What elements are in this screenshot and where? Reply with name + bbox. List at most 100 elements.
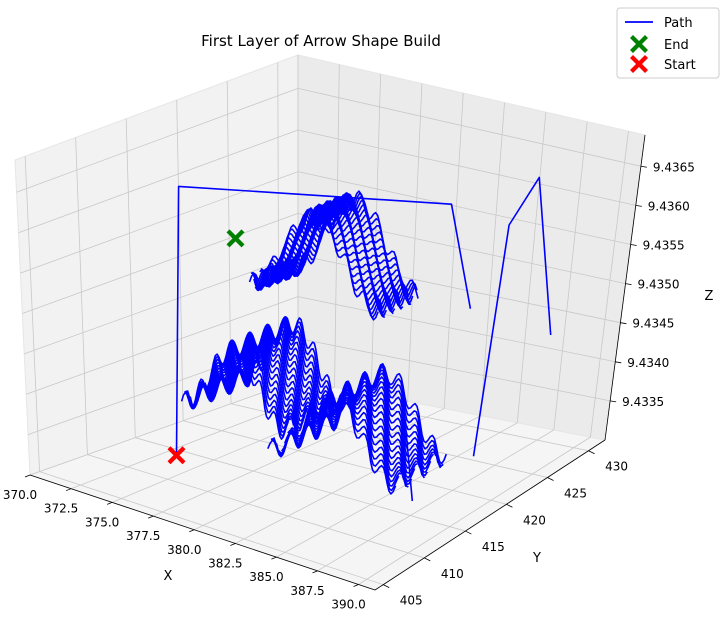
y-tick-label: 425 xyxy=(564,487,587,501)
z-tick-label: 9.4350 xyxy=(638,278,680,292)
x-tick-label: 385.0 xyxy=(249,570,283,584)
legend-end-label: End xyxy=(664,38,689,53)
x-axis-label: X xyxy=(164,569,173,584)
path-pass xyxy=(309,371,437,466)
z-tick-label: 9.4360 xyxy=(648,199,690,213)
z-gridline xyxy=(24,254,299,355)
z-tick-label: 9.4340 xyxy=(627,356,669,370)
x-gridline xyxy=(70,386,335,490)
path-pass xyxy=(239,316,342,411)
y-gridline xyxy=(125,118,136,438)
y-gridline xyxy=(87,454,425,559)
path-travel xyxy=(175,185,472,456)
z-gridline xyxy=(18,129,299,234)
y-gridline xyxy=(24,156,40,472)
y-tick-mark xyxy=(588,450,595,455)
x-tick-label: 377.5 xyxy=(126,529,160,543)
legend: Path End Start xyxy=(616,7,720,79)
path-pass xyxy=(232,317,336,417)
z-gridline xyxy=(22,212,299,314)
y-axis-label: Y xyxy=(532,551,541,566)
x-tick-labels: 370.0 372.5 375.0 377.5 380.0 382.5 385.0 387.5… xyxy=(3,488,366,612)
y-gridline xyxy=(39,471,384,586)
z-tick-label: 9.4365 xyxy=(653,160,695,174)
path-pass xyxy=(307,371,435,470)
x-tick-mark xyxy=(106,502,113,505)
x-tick-label: 375.0 xyxy=(85,515,119,529)
x-tick-label: 390.0 xyxy=(331,598,365,612)
z-tick-label: 9.4345 xyxy=(632,317,674,331)
y-tick-mark xyxy=(465,530,472,535)
z-gridline xyxy=(16,87,299,193)
path-series xyxy=(175,176,552,502)
chart-title: First Layer of Arrow Shape Build xyxy=(201,32,441,50)
z-tick-labels: 9.4335 9.4340 9.4345 9.4350 9.4355 9.4360 9.43… xyxy=(622,160,695,409)
y-tick-label: 410 xyxy=(441,567,464,581)
z-axis-label: Z xyxy=(705,289,714,304)
z-tick-mark xyxy=(635,204,642,207)
z-axis-line xyxy=(604,134,646,441)
legend-start-label: Start xyxy=(664,58,696,73)
z-tick-mark xyxy=(610,400,617,403)
path-pass xyxy=(241,316,345,408)
x-gridline xyxy=(480,102,505,416)
y-tick-mark xyxy=(383,584,390,589)
axes-panes xyxy=(14,54,646,591)
y-gridline xyxy=(75,137,88,455)
y-tick-label: 415 xyxy=(482,540,505,554)
y-gridline xyxy=(135,437,466,532)
x-tick-mark xyxy=(271,556,277,560)
x-gridline xyxy=(407,83,423,402)
axes-lines xyxy=(29,134,646,591)
y-tick-mark xyxy=(424,557,431,562)
x-tick-mark xyxy=(24,474,31,478)
y-gridline xyxy=(176,99,184,421)
x-gridline xyxy=(443,93,464,409)
x-gridline xyxy=(334,64,340,388)
y-gridline xyxy=(183,420,507,505)
legend-end-marker xyxy=(630,35,648,53)
path-pass xyxy=(288,193,416,299)
z-gridline xyxy=(20,171,299,274)
x-tick-label: 380.0 xyxy=(167,543,201,557)
x-tick-mark xyxy=(230,543,236,546)
x-tick-mark xyxy=(189,529,195,533)
x-gridline xyxy=(553,121,588,431)
x-gridline xyxy=(29,379,299,476)
z-tick-mark xyxy=(625,283,632,285)
z-tick-label: 9.4335 xyxy=(622,395,664,409)
x-tick-label: 370.0 xyxy=(3,488,37,502)
z-tick-mark xyxy=(630,244,637,246)
x-gridline xyxy=(358,436,591,585)
x-tick-mark xyxy=(148,515,154,519)
path-pass xyxy=(320,363,448,465)
z-tick-mark xyxy=(640,165,647,168)
z-tick-mark xyxy=(615,361,622,364)
legend-start-marker xyxy=(630,55,648,73)
x-gridline xyxy=(235,415,481,544)
x-gridline xyxy=(317,429,555,572)
x-gridline xyxy=(589,131,629,438)
y-axis-line xyxy=(374,439,606,591)
x-tick-mark xyxy=(312,570,318,574)
path-pass xyxy=(291,190,419,299)
z-tick-label: 9.4355 xyxy=(643,238,685,252)
x-tick-mark xyxy=(65,488,72,492)
z-gridline xyxy=(26,296,299,395)
legend-path-label: Path xyxy=(664,16,693,31)
gridlines xyxy=(16,55,647,589)
x-tick-label: 372.5 xyxy=(44,502,78,516)
end-marker xyxy=(226,229,245,248)
x-gridline xyxy=(516,112,547,423)
x-tick-mark xyxy=(353,584,359,587)
path-pass xyxy=(201,331,306,430)
marker-layer xyxy=(167,229,245,465)
x-tick-label: 382.5 xyxy=(208,556,242,570)
path-spike xyxy=(404,426,414,502)
y-tick-mark xyxy=(506,503,513,508)
y-tick-label: 405 xyxy=(400,594,423,608)
y-tick-mark xyxy=(547,477,554,481)
y-tick-labels: 405 410 415 420 425 430 xyxy=(400,460,628,608)
z-tick-mark xyxy=(620,322,627,325)
